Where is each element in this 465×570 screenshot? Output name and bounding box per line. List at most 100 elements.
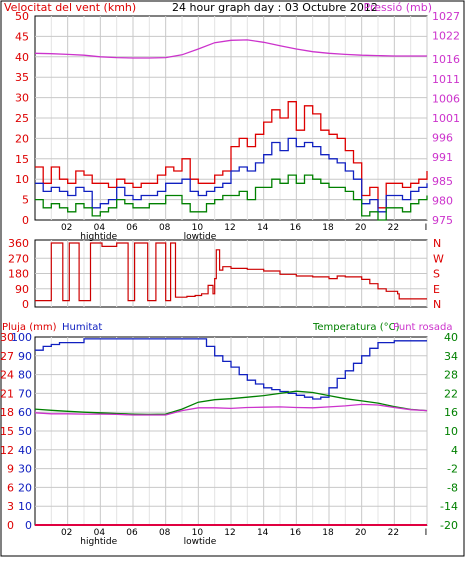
humidity-x-tick: 06 [126, 528, 138, 538]
direction-compass-label: W [433, 252, 444, 265]
pressure-y-tick: 975 [432, 214, 453, 227]
humidity-x-tick: 14 [257, 528, 269, 538]
pressure-y-tick: 1006 [432, 92, 460, 105]
wind-x-tick: 16 [290, 223, 302, 233]
humidity-y-tick: 100 [11, 331, 32, 344]
rain-y-tick: 18 [0, 406, 14, 419]
humidity-x-tick: I [425, 528, 428, 538]
temperature-y-tick: 34 [444, 350, 458, 363]
wind-x-tick: 06 [126, 223, 138, 233]
wind-y-tick: 25 [15, 112, 29, 125]
humidity-y-tick: 60 [18, 406, 32, 419]
rain-y-tick: 27 [0, 350, 14, 363]
temperature-y-tick: -8 [447, 481, 458, 494]
wind-tide-label: lowtide [184, 232, 217, 242]
temperature-y-tick: 28 [444, 369, 458, 382]
rain-y-tick: 21 [0, 387, 14, 400]
temperature-y-tick: 22 [444, 387, 458, 400]
pressure-y-tick: 1011 [432, 73, 460, 86]
wind-y-tick: 30 [15, 92, 29, 105]
temperature-y-tick: 16 [444, 406, 458, 419]
temperature-y-tick: 4 [451, 444, 458, 457]
rain-y-tick: 24 [0, 369, 14, 382]
series-wind_low [35, 174, 428, 221]
direction-compass-label: S [433, 268, 440, 281]
wind-y-tick: 0 [22, 214, 29, 227]
rain-y-tick: 15 [0, 425, 14, 438]
wind-x-tick: 02 [61, 223, 72, 233]
direction-compass-label: E [433, 283, 440, 296]
humidity-x-tick: 10 [192, 528, 204, 538]
series-direction [35, 242, 427, 302]
wind-x-tick: I [425, 223, 428, 233]
direction-y-tick: 270 [8, 252, 29, 265]
outer-frame-top [0, 0, 465, 557]
wind-y-tick: 35 [15, 71, 29, 84]
temperature-y-tick: 10 [444, 425, 458, 438]
humidity-y-tick: 80 [18, 369, 32, 382]
chart-title: 24 hour graph day : 03 Octubre 2012 [172, 1, 378, 14]
humidity-x-tick: 04 [94, 528, 106, 538]
pressure-y-tick: 1022 [432, 30, 460, 43]
humidity-y-tick: 50 [18, 425, 32, 438]
pressure-y-tick: 985 [432, 175, 453, 188]
rain-y-tick: 9 [7, 463, 14, 476]
wind-x-tick: 10 [192, 223, 204, 233]
humidity-x-tick: 02 [61, 528, 72, 538]
direction-y-tick: 90 [15, 283, 29, 296]
temperature-y-tick: -14 [440, 500, 458, 513]
humidity-tide-label: lowtide [184, 537, 217, 547]
direction-y-tick: 180 [8, 268, 29, 281]
series-humidity [35, 338, 427, 400]
rain-y-tick: 0 [7, 519, 14, 532]
humidity-x-tick: 20 [355, 528, 367, 538]
pressure-y-tick: 1001 [432, 112, 460, 125]
humidity-x-tick: 08 [159, 528, 171, 538]
wind-y-tick: 10 [15, 173, 29, 186]
humidity-x-tick: 22 [388, 528, 399, 538]
series-pressure [34, 39, 427, 59]
pressure-axis-title: Pressió (mb) [363, 1, 432, 14]
wind-x-tick: 20 [355, 223, 367, 233]
pressure-y-tick: 980 [432, 194, 453, 207]
temperature-y-tick: 40 [444, 331, 458, 344]
humidity-y-tick: 40 [18, 444, 32, 457]
humidity-axis-title: Humitat [62, 322, 102, 333]
wind-y-tick: 15 [15, 153, 29, 166]
temperature-y-tick: -2 [447, 463, 458, 476]
wind-y-tick: 5 [22, 194, 29, 207]
pressure-y-tick: 1016 [432, 53, 460, 66]
humidity-y-tick: 90 [18, 350, 32, 363]
rain-y-tick: 6 [7, 481, 14, 494]
wind-x-tick: 08 [159, 223, 171, 233]
direction-y-tick: 360 [8, 237, 29, 250]
wind-tide-label: hightide [80, 232, 117, 242]
humidity-y-tick: 0 [25, 519, 32, 532]
wind-x-tick: 18 [322, 223, 334, 233]
wind-y-tick: 20 [15, 132, 29, 145]
dewpoint-axis-title: Punt rosada [393, 322, 452, 333]
rain-axis-title: Pluja (mm) [2, 322, 57, 333]
temperature-y-tick: -20 [440, 519, 458, 532]
wind-x-tick: 14 [257, 223, 269, 233]
wind-y-tick: 45 [15, 30, 29, 43]
humidity-y-tick: 10 [18, 500, 32, 513]
direction-compass-label: N [433, 237, 441, 250]
wind-x-tick: 04 [94, 223, 106, 233]
rain-y-tick: 3 [7, 500, 14, 513]
direction-y-tick: 0 [22, 298, 29, 311]
humidity-y-tick: 20 [18, 481, 32, 494]
series-wind_avg [35, 137, 428, 213]
series-temperature [34, 390, 428, 416]
humidity-x-tick: 18 [322, 528, 334, 538]
rain-y-tick: 12 [0, 444, 14, 457]
pressure-y-tick: 991 [432, 151, 453, 164]
wind-x-tick: 12 [224, 223, 235, 233]
pressure-y-tick: 1027 [432, 10, 460, 23]
humidity-y-tick: 30 [18, 463, 32, 476]
humidity-x-tick: 12 [224, 528, 235, 538]
humidity-tide-label: hightide [80, 537, 117, 547]
rain-y-tick: 30 [0, 331, 14, 344]
